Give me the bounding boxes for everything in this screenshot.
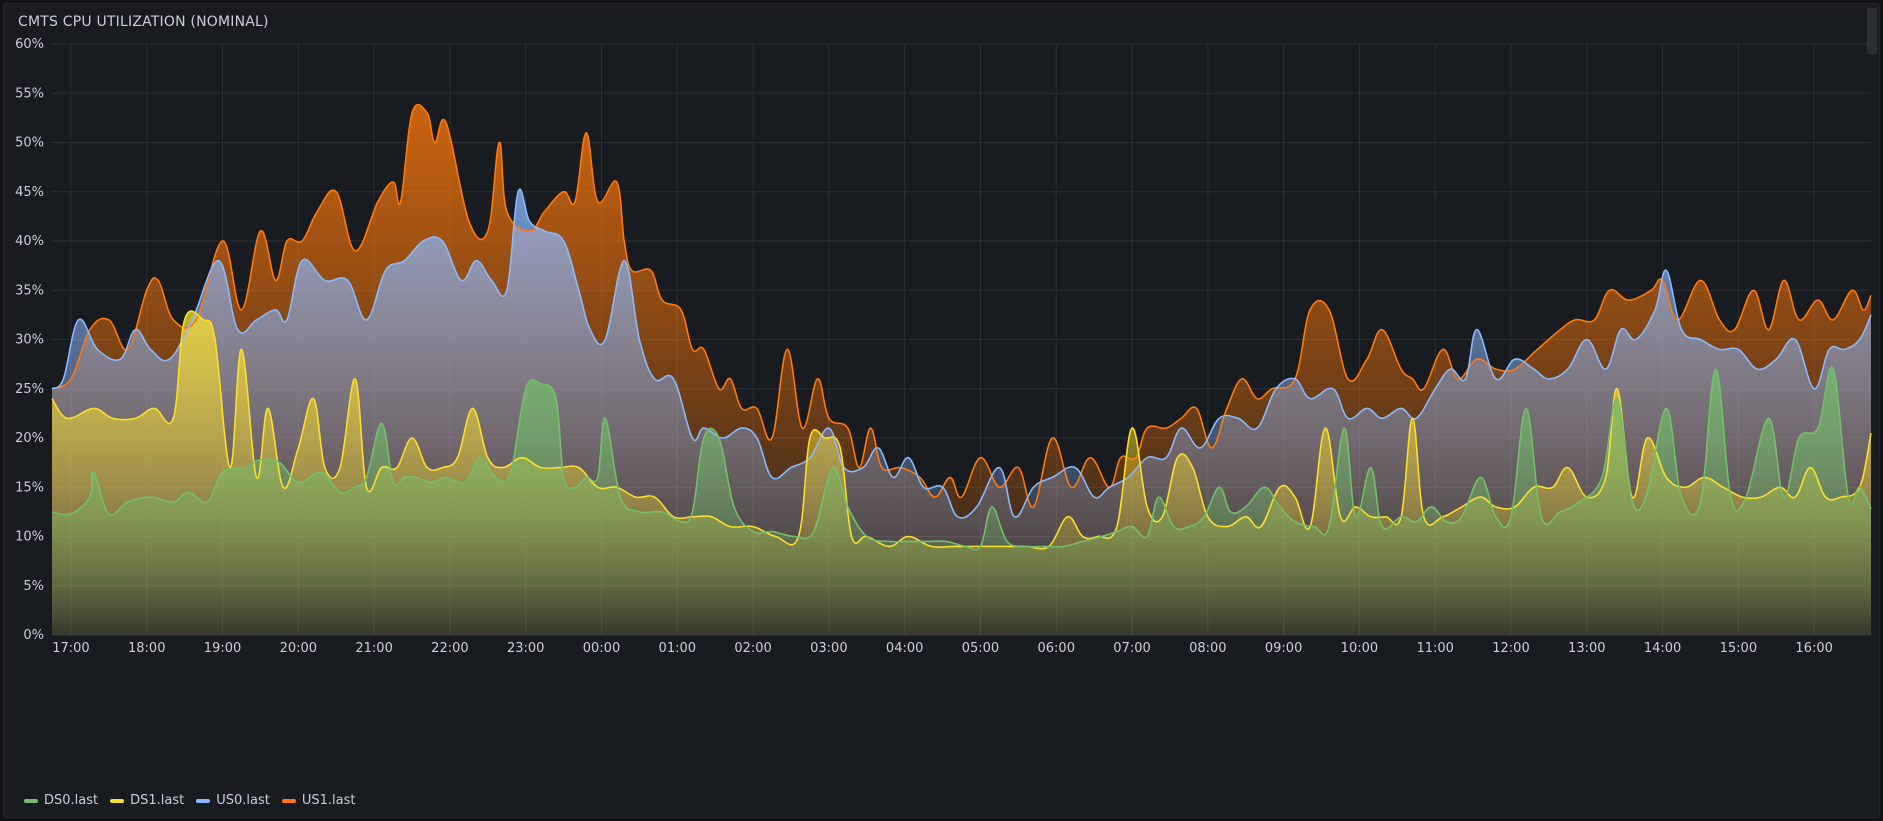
x-tick-label: 19:00 bbox=[204, 641, 241, 656]
y-tick-label: 35% bbox=[15, 283, 44, 298]
x-tick-label: 14:00 bbox=[1644, 641, 1681, 656]
x-tick-label: 23:00 bbox=[507, 641, 544, 656]
y-tick-label: 0% bbox=[23, 628, 44, 643]
y-tick-label: 15% bbox=[15, 480, 44, 495]
x-axis: 17:00 18:00 19:00 20:00 21:00 22:00 23:00 00:00… bbox=[52, 641, 1833, 656]
legend-item-us0-last[interactable]: US0.last bbox=[196, 793, 270, 808]
x-tick-label: 22:00 bbox=[431, 641, 468, 656]
y-tick-label: 40% bbox=[15, 234, 44, 249]
series-lines bbox=[51, 103, 1872, 551]
x-tick-label: 13:00 bbox=[1568, 641, 1605, 656]
y-tick-label: 25% bbox=[15, 382, 44, 397]
x-tick-label: 18:00 bbox=[128, 641, 165, 656]
x-tick-label: 01:00 bbox=[659, 641, 696, 656]
legend-swatch bbox=[196, 798, 211, 803]
x-tick-label: 07:00 bbox=[1113, 641, 1150, 656]
x-tick-label: 08:00 bbox=[1189, 641, 1226, 656]
cpu-utilization-chart: 0% 5% 10% 15% 20% 25% 30% 35% 40% 45% 50% 55% 60% 17… bbox=[15, 37, 1872, 656]
legend-label: US0.last bbox=[216, 793, 270, 808]
legend-item-us1-last[interactable]: US1.last bbox=[281, 793, 356, 808]
legend-swatch bbox=[110, 798, 125, 803]
series-line-ds0-last[interactable] bbox=[51, 366, 1872, 551]
x-tick-label: 00:00 bbox=[583, 641, 620, 656]
legend-item-ds0-last[interactable]: DS0.last bbox=[24, 793, 98, 808]
x-tick-label: 16:00 bbox=[1795, 641, 1832, 656]
legend-swatch bbox=[281, 798, 296, 803]
panel-title[interactable]: CMTS CPU UTILIZATION (NOMINAL) bbox=[18, 14, 269, 30]
x-tick-label: 21:00 bbox=[355, 641, 392, 656]
x-tick-label: 12:00 bbox=[1492, 641, 1529, 656]
panel-scroll-handle[interactable] bbox=[1867, 8, 1877, 54]
x-tick-label: 02:00 bbox=[734, 641, 771, 656]
legend-label: DS0.last bbox=[44, 793, 99, 808]
chart-panel: CMTS CPU UTILIZATION (NOMINAL) 0% 5% 10% 15… bbox=[3, 3, 1880, 818]
legend-swatch bbox=[24, 798, 38, 803]
x-tick-label: 06:00 bbox=[1038, 641, 1075, 656]
legend: DS0.last DS1.last US0.last US1.last bbox=[24, 793, 356, 808]
legend-label: US1.last bbox=[301, 793, 356, 808]
x-tick-label: 03:00 bbox=[810, 641, 847, 656]
y-tick-label: 20% bbox=[15, 431, 44, 446]
legend-label: DS1.last bbox=[130, 793, 185, 808]
x-tick-label: 20:00 bbox=[280, 641, 317, 656]
y-tick-label: 55% bbox=[15, 86, 44, 101]
y-axis: 0% 5% 10% 15% 20% 25% 30% 35% 40% 45% 50% 55% 60% bbox=[15, 37, 44, 643]
series-line-us0-last[interactable] bbox=[51, 188, 1872, 519]
y-tick-label: 45% bbox=[15, 185, 44, 200]
x-tick-label: 05:00 bbox=[962, 641, 999, 656]
y-tick-label: 30% bbox=[15, 333, 44, 348]
series-areas bbox=[52, 104, 1871, 636]
x-tick-label: 17:00 bbox=[52, 641, 89, 656]
x-tick-label: 10:00 bbox=[1341, 641, 1378, 656]
legend-item-ds1-last[interactable]: DS1.last bbox=[110, 793, 184, 808]
y-tick-label: 5% bbox=[23, 579, 44, 594]
series-line-ds1-last[interactable] bbox=[51, 310, 1872, 550]
y-tick-label: 50% bbox=[15, 136, 44, 151]
series-area-ds0-last bbox=[52, 367, 1871, 635]
y-tick-label: 60% bbox=[15, 37, 44, 52]
y-tick-label: 10% bbox=[15, 530, 44, 545]
x-tick-label: 11:00 bbox=[1416, 641, 1453, 656]
x-tick-label: 09:00 bbox=[1265, 641, 1302, 656]
x-tick-label: 04:00 bbox=[886, 641, 923, 656]
x-tick-label: 15:00 bbox=[1720, 641, 1757, 656]
